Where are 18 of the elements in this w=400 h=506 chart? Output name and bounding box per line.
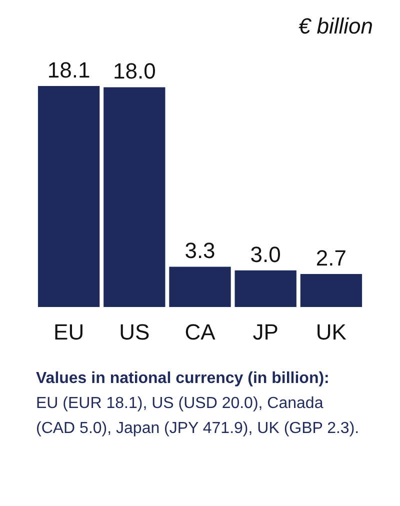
data-label: 2.7: [316, 246, 346, 271]
x-tick-label: UK: [316, 320, 347, 344]
bar: [169, 266, 231, 307]
data-label: 18.0: [112, 58, 156, 84]
text: Values in national currency (in billion):: [36, 369, 330, 389]
bar: [300, 274, 362, 307]
x-tick-label: EU: [54, 320, 84, 344]
data-label: 3.3: [184, 238, 216, 264]
data-label: 3.0: [250, 242, 281, 267]
bar: [38, 86, 100, 307]
bar: [234, 270, 296, 307]
x-tick-label: US: [119, 320, 150, 344]
chart-subtitle: € billion: [298, 14, 374, 38]
x-tick-label: CA: [184, 320, 216, 344]
x-tick-label: JP: [252, 320, 278, 344]
text: EU (EUR 18.1), US (USD 20.0), Canada (CAD 5.0), Japan (JPY 471.9), UK (GBP 2.3).: [36, 394, 360, 439]
data-label: 18.1: [47, 58, 90, 82]
bar: [104, 87, 166, 307]
